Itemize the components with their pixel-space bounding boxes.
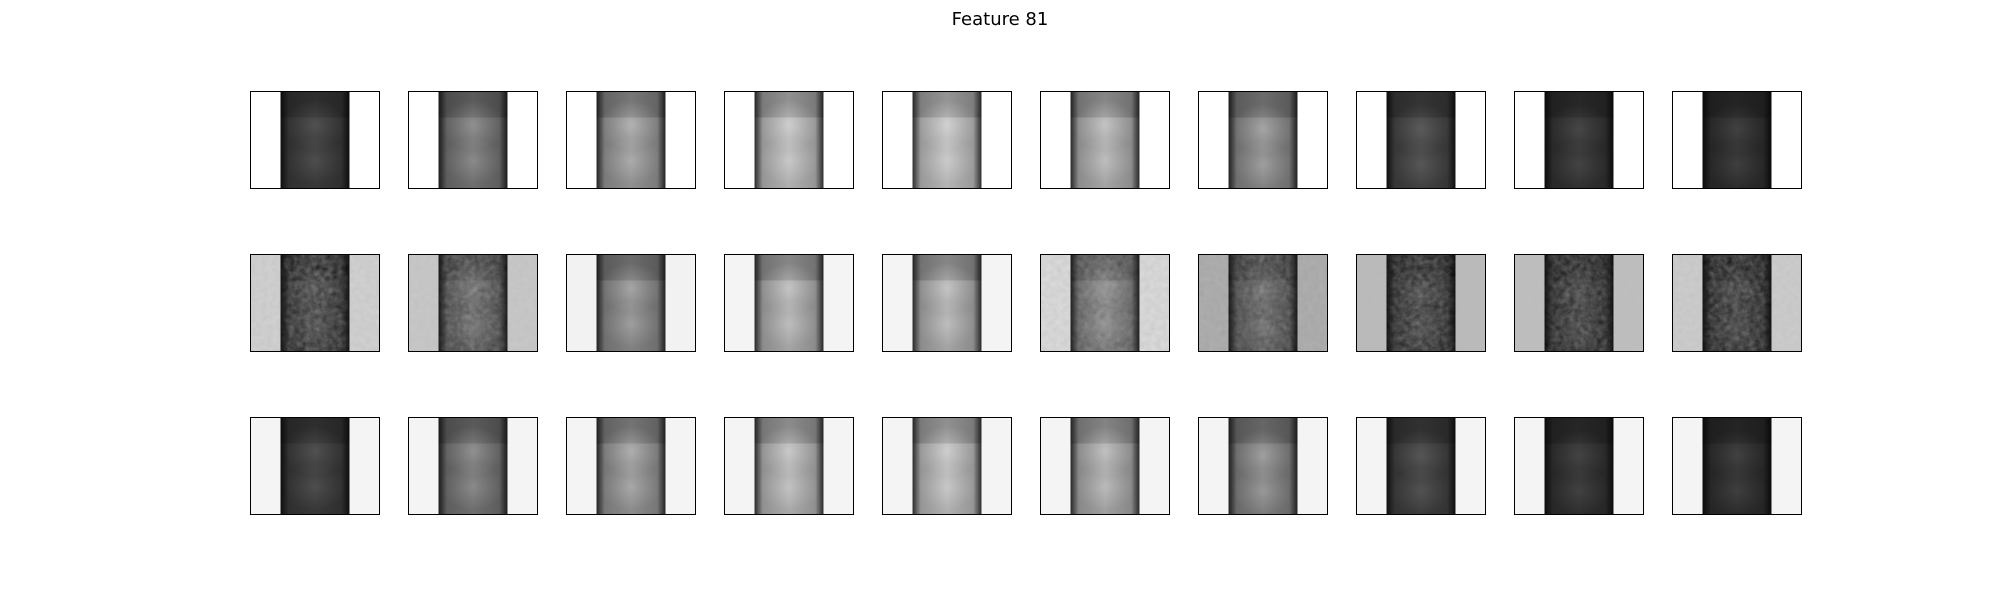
- feature-map-image: [409, 255, 537, 351]
- feature-map-image: [725, 418, 853, 514]
- feature-map-panel: [1198, 254, 1328, 352]
- feature-map-image: [883, 418, 1011, 514]
- feature-map-image: [567, 418, 695, 514]
- feature-map-image: [567, 92, 695, 188]
- feature-map-image: [1357, 418, 1485, 514]
- feature-map-image: [1673, 418, 1801, 514]
- feature-map-image: [1673, 92, 1801, 188]
- feature-map-image: [251, 255, 379, 351]
- feature-map-panel: [882, 91, 1012, 189]
- feature-map-panel: [1514, 254, 1644, 352]
- feature-map-image: [1357, 255, 1485, 351]
- feature-map-panel: [1672, 254, 1802, 352]
- feature-map-image: [409, 92, 537, 188]
- feature-map-panel: [1672, 91, 1802, 189]
- feature-map-panel: [1198, 417, 1328, 515]
- feature-map-image: [725, 255, 853, 351]
- feature-map-panel: [724, 91, 854, 189]
- feature-map-panel: [1198, 91, 1328, 189]
- feature-map-image: [883, 255, 1011, 351]
- feature-map-panel: [882, 417, 1012, 515]
- feature-map-panel: [566, 254, 696, 352]
- feature-map-panel: [250, 91, 380, 189]
- feature-map-panel: [408, 417, 538, 515]
- feature-map-panel: [1356, 254, 1486, 352]
- feature-map-panel: [1672, 417, 1802, 515]
- feature-map-panel: [1356, 91, 1486, 189]
- feature-map-panel: [1040, 417, 1170, 515]
- feature-map-panel: [1040, 254, 1170, 352]
- feature-map-panel: [1040, 91, 1170, 189]
- feature-map-image: [1515, 255, 1643, 351]
- feature-map-panel: [1514, 417, 1644, 515]
- feature-map-image: [1199, 92, 1327, 188]
- feature-map-image: [883, 92, 1011, 188]
- feature-map-image: [1041, 255, 1169, 351]
- feature-map-panel: [408, 91, 538, 189]
- feature-map-panel: [250, 254, 380, 352]
- feature-map-panel: [566, 91, 696, 189]
- feature-map-panel: [408, 254, 538, 352]
- feature-map-panel: [1356, 417, 1486, 515]
- feature-map-image: [567, 255, 695, 351]
- feature-map-panel: [882, 254, 1012, 352]
- feature-map-image: [1515, 92, 1643, 188]
- feature-map-image: [1357, 92, 1485, 188]
- feature-map-panel: [566, 417, 696, 515]
- figure-title: Feature 81: [951, 9, 1049, 30]
- feature-map-image: [1041, 418, 1169, 514]
- feature-map-image: [1515, 418, 1643, 514]
- feature-map-image: [251, 418, 379, 514]
- feature-map-image: [251, 92, 379, 188]
- feature-map-image: [1199, 418, 1327, 514]
- feature-map-panel: [724, 254, 854, 352]
- feature-map-image: [1199, 255, 1327, 351]
- feature-map-panel: [724, 417, 854, 515]
- feature-map-panel: [1514, 91, 1644, 189]
- feature-map-image: [1041, 92, 1169, 188]
- feature-map-image: [1673, 255, 1801, 351]
- feature-map-image: [725, 92, 853, 188]
- feature-map-panel: [250, 417, 380, 515]
- feature-map-image: [409, 418, 537, 514]
